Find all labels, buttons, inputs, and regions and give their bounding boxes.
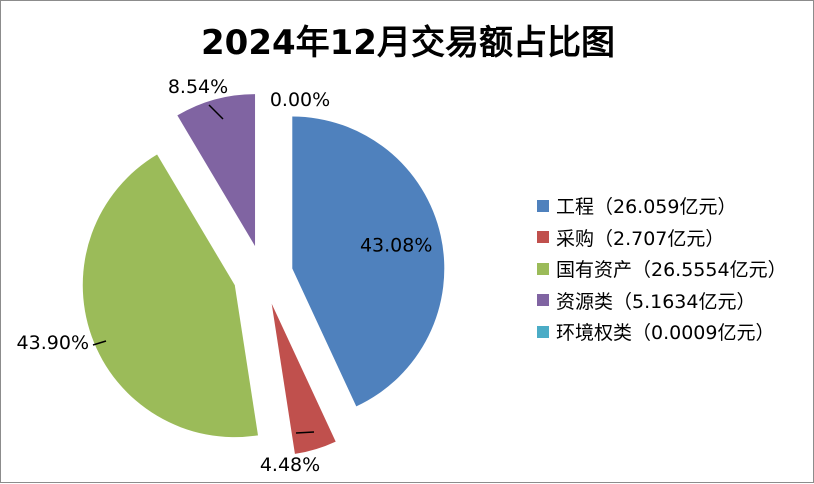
legend-swatch	[537, 231, 549, 244]
data-label: 0.00%	[270, 89, 330, 111]
legend-swatch	[537, 325, 549, 338]
slice-state-assets	[82, 154, 258, 438]
legend-label: 工程（26.059亿元）	[556, 196, 737, 219]
legend-label: 资源类（5.1634亿元）	[556, 290, 756, 313]
legend-item: 资源类（5.1634亿元）	[537, 285, 787, 317]
legend-label: 国有资产（26.5554亿元）	[556, 259, 787, 282]
chart-title: 2024年12月交易额占比图	[201, 23, 615, 63]
slice-procurement	[271, 303, 336, 454]
legend-item: 国有资产（26.5554亿元）	[537, 253, 787, 285]
data-label: 4.48%	[260, 454, 320, 476]
data-label: 43.08%	[360, 235, 432, 257]
data-label: 8.54%	[168, 76, 228, 98]
leader-line	[208, 104, 224, 120]
leader-line	[92, 340, 107, 346]
legend-swatch	[537, 262, 549, 275]
legend-label: 采购（2.707亿元）	[556, 227, 725, 250]
legend: 工程（26.059亿元） 采购（2.707亿元） 国有资产（26.5554亿元） 资源…	[537, 190, 787, 348]
slice-resources	[177, 94, 256, 247]
data-label: 43.90%	[17, 332, 89, 354]
leader-line	[295, 431, 315, 434]
legend-item: 工程（26.059亿元）	[537, 190, 787, 222]
legend-label: 环境权类（0.0009亿元）	[556, 322, 775, 345]
legend-item: 采购（2.707亿元）	[537, 222, 787, 254]
legend-swatch	[537, 199, 549, 212]
legend-item: 环境权类（0.0009亿元）	[537, 316, 787, 348]
legend-swatch	[537, 294, 549, 307]
slice-engineering	[292, 116, 445, 407]
